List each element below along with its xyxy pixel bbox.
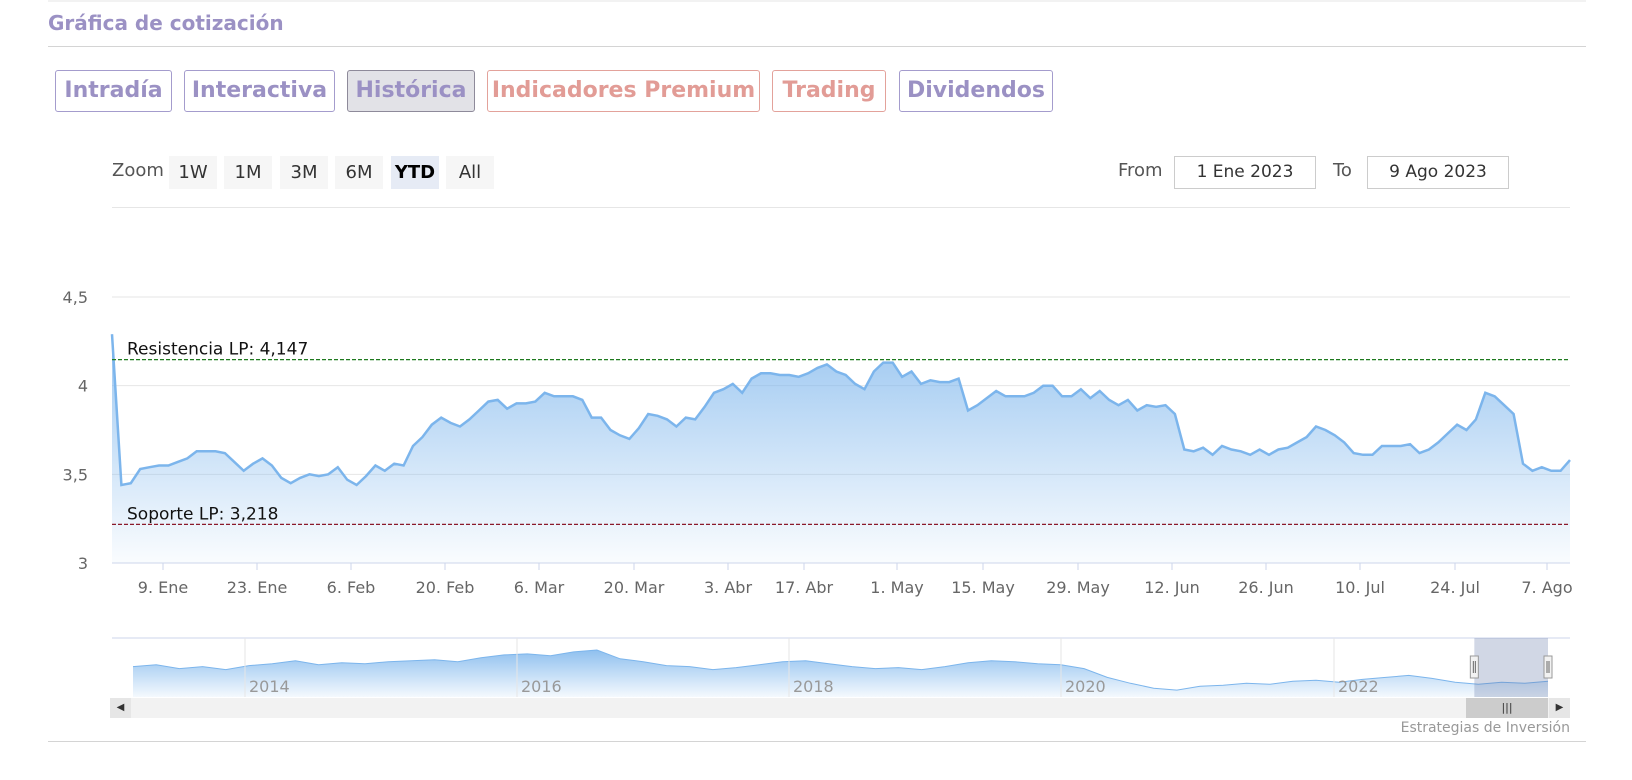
- y-axis-label: 4,5: [63, 288, 88, 307]
- from-date-input[interactable]: 1 Ene 2023: [1174, 156, 1316, 189]
- x-axis-label: 6. Mar: [514, 578, 565, 597]
- top-divider: [48, 0, 1586, 2]
- x-axis-label: 12. Jun: [1144, 578, 1200, 597]
- y-axis-label: 3: [78, 554, 88, 573]
- tab-trading[interactable]: Trading: [772, 70, 886, 112]
- navigator-year-label: 2016: [521, 677, 562, 696]
- zoom-1w-button[interactable]: 1W: [169, 156, 217, 189]
- y-axis-label: 4: [78, 377, 88, 396]
- tab-hist-rica[interactable]: Histórica: [347, 70, 475, 112]
- to-date-input[interactable]: 9 Ago 2023: [1367, 156, 1509, 189]
- zoom-1m-button[interactable]: 1M: [224, 156, 272, 189]
- navigator-scrollbar[interactable]: [110, 698, 1570, 718]
- toolbar-divider: [112, 207, 1570, 208]
- x-axis-label: 23. Ene: [227, 578, 288, 597]
- x-axis-label: 15. May: [951, 578, 1015, 597]
- zoom-ytd-button[interactable]: YTD: [391, 156, 439, 189]
- x-axis-label: 26. Jun: [1238, 578, 1294, 597]
- tab-indicadores-premium[interactable]: Indicadores Premium: [487, 70, 760, 112]
- x-axis-label: 10. Jul: [1335, 578, 1385, 597]
- navigator-year-label: 2018: [793, 677, 834, 696]
- navigator-year-label: 2014: [249, 677, 290, 696]
- x-axis-label: 9. Ene: [138, 578, 188, 597]
- x-axis-label: 17. Abr: [775, 578, 834, 597]
- handle-body: [1469, 655, 1479, 679]
- x-axis-label: 29. May: [1046, 578, 1110, 597]
- title-divider: [48, 46, 1586, 47]
- handle-body: [1543, 655, 1553, 679]
- tab-interactiva[interactable]: Interactiva: [184, 70, 335, 112]
- bottom-divider: [48, 741, 1586, 742]
- resistance-label: Resistencia LP: 4,147: [127, 340, 308, 360]
- section-title: Gráfica de cotización: [48, 11, 284, 35]
- navigator-right-handle[interactable]: [1543, 655, 1553, 679]
- x-axis-label: 24. Jul: [1430, 578, 1480, 597]
- scroll-left-arrow-icon[interactable]: ◀: [110, 698, 131, 718]
- tab-dividendos[interactable]: Dividendos: [899, 70, 1053, 112]
- scrollbar-thumb[interactable]: |||: [1466, 698, 1548, 718]
- zoom-3m-button[interactable]: 3M: [280, 156, 328, 189]
- navigator-year-label: 2020: [1065, 677, 1106, 696]
- navigator-selection: [1474, 638, 1548, 697]
- x-axis-label: 20. Mar: [604, 578, 665, 597]
- navigator-year-label: 2022: [1338, 677, 1379, 696]
- x-axis-label: 3. Abr: [704, 578, 752, 597]
- scroll-right-arrow-icon[interactable]: ▶: [1549, 698, 1570, 718]
- from-label: From: [1118, 160, 1163, 181]
- navigator-line: [132, 649, 1549, 691]
- x-axis-label: 6. Feb: [327, 578, 376, 597]
- x-axis-label: 7. Ago: [1521, 578, 1572, 597]
- tab-intrad-a[interactable]: Intradía: [55, 70, 172, 112]
- navigator-area: [133, 650, 1548, 697]
- price-area: [112, 334, 1570, 563]
- navigator-left-handle[interactable]: [1469, 655, 1479, 679]
- zoom-label: Zoom: [112, 160, 164, 181]
- price-line: [110, 334, 1571, 487]
- x-axis-label: 1. May: [870, 578, 923, 597]
- zoom-6m-button[interactable]: 6M: [335, 156, 383, 189]
- zoom-all-button[interactable]: All: [446, 156, 494, 189]
- x-axis-label: 20. Feb: [416, 578, 475, 597]
- support-label: Soporte LP: 3,218: [127, 504, 278, 524]
- to-label: To: [1333, 160, 1352, 181]
- y-axis-label: 3,5: [63, 465, 88, 484]
- chart-credit: Estrategias de Inversión: [1400, 720, 1570, 736]
